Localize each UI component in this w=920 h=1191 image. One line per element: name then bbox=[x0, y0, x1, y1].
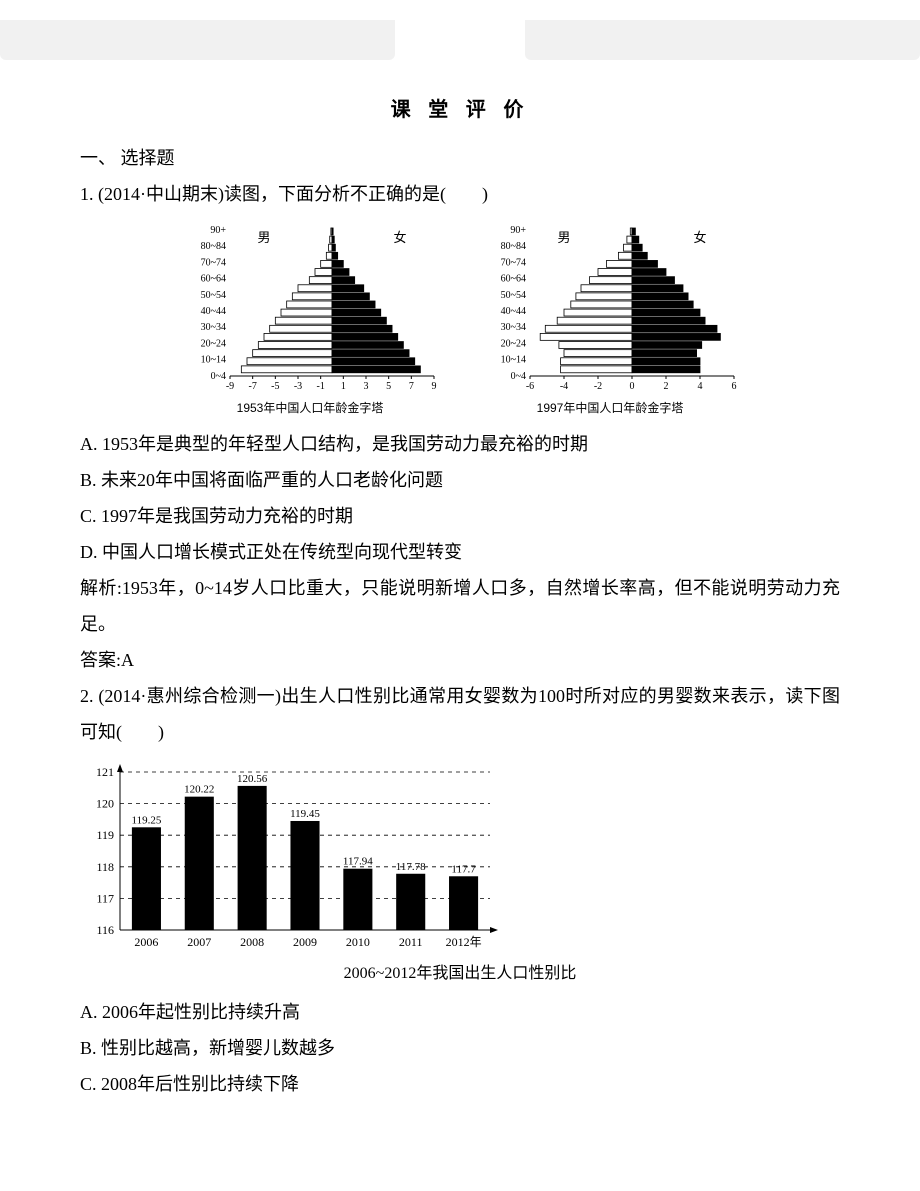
svg-text:7: 7 bbox=[409, 381, 414, 392]
q1-option-a: A. 1953年是典型的年轻型人口结构，是我国劳动力最充裕的时期 bbox=[80, 426, 840, 462]
svg-text:-7: -7 bbox=[248, 381, 256, 392]
svg-text:70~74: 70~74 bbox=[501, 257, 526, 268]
q2-option-b: B. 性别比越高，新增婴儿数越多 bbox=[80, 1030, 840, 1066]
q1-option-c: C. 1997年是我国劳动力充裕的时期 bbox=[80, 498, 840, 534]
svg-text:80~84: 80~84 bbox=[201, 241, 226, 252]
header-left-bar bbox=[0, 20, 395, 60]
q1-option-b: B. 未来20年中国将面临严重的人口老龄化问题 bbox=[80, 462, 840, 498]
svg-text:117.94: 117.94 bbox=[343, 856, 373, 868]
svg-text:120: 120 bbox=[96, 797, 114, 811]
svg-text:119.45: 119.45 bbox=[290, 808, 320, 820]
q2-chart-caption: 2006~2012年我国出生人口性别比 bbox=[80, 958, 840, 990]
svg-text:2007: 2007 bbox=[187, 935, 211, 949]
svg-text:2011: 2011 bbox=[399, 935, 423, 949]
svg-text:50~54: 50~54 bbox=[501, 290, 526, 301]
svg-text:119: 119 bbox=[96, 828, 114, 842]
svg-text:0~4: 0~4 bbox=[211, 371, 226, 382]
q1-stem: 1. (2014·中山期末)读图，下面分析不正确的是( ) bbox=[80, 176, 840, 212]
q2-chart-wrap: 116 117 118 119 120 121 119.25 2006 120.22 2007 12… bbox=[80, 754, 840, 990]
svg-text:80~84: 80~84 bbox=[501, 241, 526, 252]
header-gap bbox=[395, 20, 525, 60]
pyramid-1997: 90+ 80~84 70~74 60~64 50~54 40~44 30~34 20~24 10… bbox=[480, 216, 740, 396]
svg-text:-1: -1 bbox=[316, 381, 324, 392]
svg-text:-5: -5 bbox=[271, 381, 279, 392]
svg-text:120.22: 120.22 bbox=[184, 784, 214, 796]
svg-text:117.78: 117.78 bbox=[396, 861, 426, 873]
svg-text:50~54: 50~54 bbox=[201, 290, 226, 301]
q2-stem: 2. (2014·惠州综合检测一)出生人口性别比通常用女婴数为100时所对应的男… bbox=[80, 678, 840, 750]
svg-text:-3: -3 bbox=[294, 381, 302, 392]
svg-text:-9: -9 bbox=[226, 381, 234, 392]
svg-text:20~24: 20~24 bbox=[201, 338, 226, 349]
pyramid-1997-wrap: 90+ 80~84 70~74 60~64 50~54 40~44 30~34 20~24 10… bbox=[480, 216, 740, 420]
svg-text:117.7: 117.7 bbox=[451, 863, 476, 875]
svg-text:10~14: 10~14 bbox=[201, 355, 226, 366]
svg-text:2012年: 2012年 bbox=[446, 935, 482, 949]
svg-text:男: 男 bbox=[257, 230, 270, 245]
svg-text:1: 1 bbox=[341, 381, 346, 392]
svg-text:90+: 90+ bbox=[210, 225, 226, 236]
svg-text:2010: 2010 bbox=[346, 935, 370, 949]
q2-option-a: A. 2006年起性别比持续升高 bbox=[80, 994, 840, 1030]
section-heading: 一、 选择题 bbox=[80, 140, 840, 176]
svg-text:30~34: 30~34 bbox=[201, 322, 226, 333]
header-right-bar bbox=[525, 20, 920, 60]
pyramid-1953-caption: 1953年中国人口年龄金字塔 bbox=[180, 396, 440, 420]
svg-text:2008: 2008 bbox=[240, 935, 264, 949]
svg-text:0~4: 0~4 bbox=[511, 371, 526, 382]
svg-text:40~44: 40~44 bbox=[201, 306, 226, 317]
sex-ratio-bar-chart: 116 117 118 119 120 121 119.25 2006 120.22 2007 12… bbox=[80, 754, 500, 954]
document-title: 课 堂 评 价 bbox=[80, 90, 840, 130]
svg-text:-4: -4 bbox=[560, 381, 568, 392]
svg-text:10~14: 10~14 bbox=[501, 355, 526, 366]
svg-text:117: 117 bbox=[96, 891, 114, 905]
svg-text:5: 5 bbox=[386, 381, 391, 392]
svg-text:女: 女 bbox=[693, 230, 706, 245]
q2-option-c: C. 2008年后性别比持续下降 bbox=[80, 1066, 840, 1102]
svg-text:0: 0 bbox=[630, 381, 635, 392]
q1-explanation: 解析:1953年，0~14岁人口比重大，只能说明新增人口多，自然增长率高，但不能… bbox=[80, 570, 840, 642]
svg-text:9: 9 bbox=[432, 381, 437, 392]
page-header-decoration bbox=[0, 20, 920, 60]
svg-text:70~74: 70~74 bbox=[201, 257, 226, 268]
svg-text:20~24: 20~24 bbox=[501, 338, 526, 349]
svg-text:116: 116 bbox=[96, 923, 114, 937]
svg-text:119.25: 119.25 bbox=[132, 814, 162, 826]
svg-text:男: 男 bbox=[557, 230, 570, 245]
pyramid-1953: 90+80~8470~7460~6450~5440~4430~3420~2410… bbox=[180, 216, 440, 396]
svg-text:90+: 90+ bbox=[510, 225, 526, 236]
svg-text:60~64: 60~64 bbox=[201, 274, 226, 285]
svg-text:118: 118 bbox=[96, 860, 114, 874]
q1-answer: 答案:A bbox=[80, 642, 840, 678]
svg-text:2009: 2009 bbox=[293, 935, 317, 949]
svg-text:4: 4 bbox=[698, 381, 703, 392]
pyramid-1953-wrap: 90+80~8470~7460~6450~5440~4430~3420~2410… bbox=[180, 216, 440, 420]
svg-text:2006: 2006 bbox=[134, 935, 158, 949]
pyramid-1997-caption: 1997年中国人口年龄金字塔 bbox=[480, 396, 740, 420]
svg-text:40~44: 40~44 bbox=[501, 306, 526, 317]
q1-chart-row: 90+80~8470~7460~6450~5440~4430~3420~2410… bbox=[80, 216, 840, 420]
svg-text:女: 女 bbox=[393, 230, 406, 245]
svg-text:3: 3 bbox=[364, 381, 369, 392]
svg-text:-6: -6 bbox=[526, 381, 534, 392]
svg-text:120.56: 120.56 bbox=[237, 773, 268, 785]
svg-text:-2: -2 bbox=[594, 381, 602, 392]
svg-text:30~34: 30~34 bbox=[501, 322, 526, 333]
svg-text:6: 6 bbox=[732, 381, 737, 392]
q1-option-d: D. 中国人口增长模式正处在传统型向现代型转变 bbox=[80, 534, 840, 570]
svg-text:121: 121 bbox=[96, 765, 114, 779]
svg-text:60~64: 60~64 bbox=[501, 274, 526, 285]
svg-text:2: 2 bbox=[664, 381, 669, 392]
